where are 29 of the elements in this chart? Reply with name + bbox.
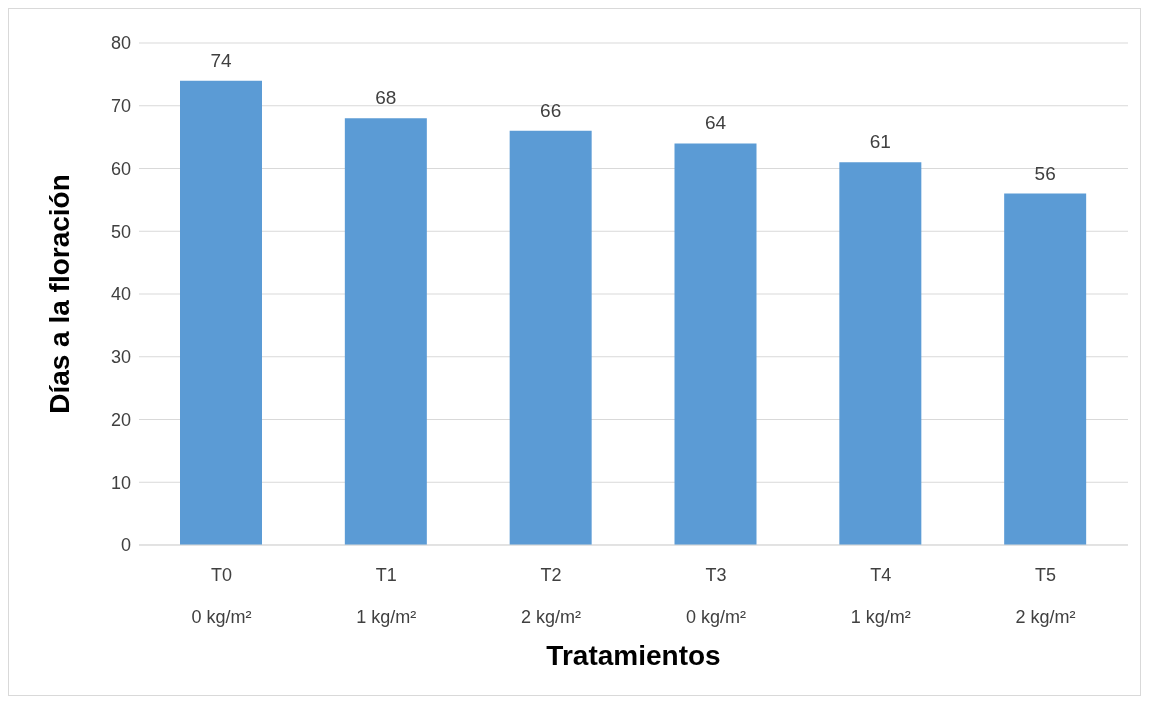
data-label: 66 bbox=[540, 99, 562, 121]
y-tick-label: 80 bbox=[110, 33, 131, 54]
y-tick-label: 50 bbox=[110, 221, 131, 242]
category-label: T2 2 kg/m² bbox=[521, 565, 582, 627]
y-tick-label: 30 bbox=[110, 347, 131, 368]
category-label: T1 1 kg/m² bbox=[356, 565, 417, 627]
bar bbox=[839, 162, 922, 545]
data-label: 61 bbox=[869, 131, 891, 153]
bar bbox=[1004, 193, 1087, 545]
category-label: T3 0 kg/m² bbox=[685, 565, 746, 627]
x-axis-title: Tratamientos bbox=[546, 640, 721, 671]
y-tick-label: 60 bbox=[110, 158, 131, 179]
bar bbox=[509, 130, 592, 545]
y-tick-label: 10 bbox=[110, 472, 131, 493]
bar bbox=[180, 80, 262, 545]
data-label: 74 bbox=[210, 49, 232, 71]
y-axis-title: Días a la floración bbox=[43, 174, 75, 414]
y-tick-label: 0 bbox=[120, 535, 131, 556]
bar bbox=[344, 118, 427, 545]
category-label: T0 0 kg/m² bbox=[191, 565, 252, 627]
bar bbox=[674, 143, 757, 545]
y-tick-label: 40 bbox=[110, 284, 131, 305]
data-label: 68 bbox=[375, 87, 397, 109]
y-tick-label: 70 bbox=[110, 96, 131, 117]
category-label: T5 2 kg/m² bbox=[1015, 565, 1076, 627]
data-label: 64 bbox=[704, 112, 727, 134]
category-label: T4 1 kg/m² bbox=[850, 565, 911, 627]
y-tick-label: 20 bbox=[110, 409, 131, 430]
data-label: 56 bbox=[1034, 162, 1056, 184]
